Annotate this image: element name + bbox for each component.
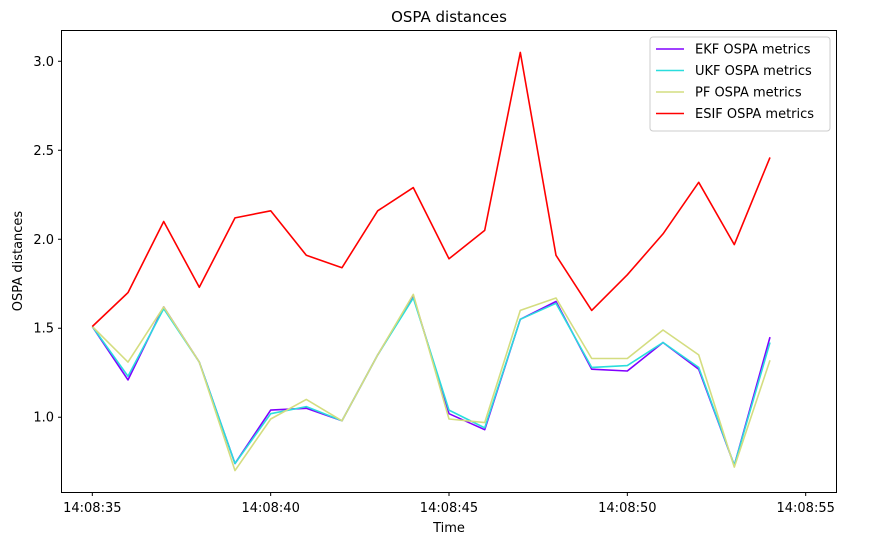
legend-label: UKF OSPA metrics bbox=[695, 64, 812, 79]
legend-label: PF OSPA metrics bbox=[695, 86, 802, 101]
y-tick-label: 1.5 bbox=[33, 322, 54, 337]
x-axis: 14:08:35 14:08:40 14:08:45 14:08:50 14:08:55 bbox=[63, 492, 835, 516]
series-group bbox=[91, 51, 771, 472]
legend-box bbox=[649, 36, 831, 132]
chart-title: OSPA distances bbox=[391, 8, 507, 26]
x-tick-label: 14:08:40 bbox=[241, 501, 299, 516]
series-line-2 bbox=[91, 293, 771, 472]
series-line-0 bbox=[91, 295, 771, 467]
x-tick-label: 14:08:50 bbox=[598, 501, 656, 516]
y-tick-label: 2.5 bbox=[33, 144, 54, 159]
x-tick-label: 14:08:35 bbox=[63, 501, 121, 516]
y-tick-label: 2.0 bbox=[33, 233, 54, 248]
y-tick-label: 3.0 bbox=[33, 55, 54, 70]
legend: EKF OSPA metrics UKF OSPA metrics PF OSPA … bbox=[649, 36, 831, 132]
x-tick-label: 14:08:55 bbox=[776, 501, 834, 516]
legend-label: EKF OSPA metrics bbox=[695, 43, 811, 58]
series-line-3 bbox=[91, 51, 771, 328]
legend-label: ESIF OSPA metrics bbox=[695, 107, 814, 122]
y-axis-label: OSPA distances bbox=[11, 211, 26, 312]
series-line-1 bbox=[91, 297, 771, 467]
y-axis: 1.0 1.5 2.0 2.5 3.0 bbox=[33, 55, 62, 426]
y-tick-label: 1.0 bbox=[33, 411, 54, 426]
x-axis-label: Time bbox=[432, 521, 465, 536]
x-tick-label: 14:08:45 bbox=[420, 501, 478, 516]
